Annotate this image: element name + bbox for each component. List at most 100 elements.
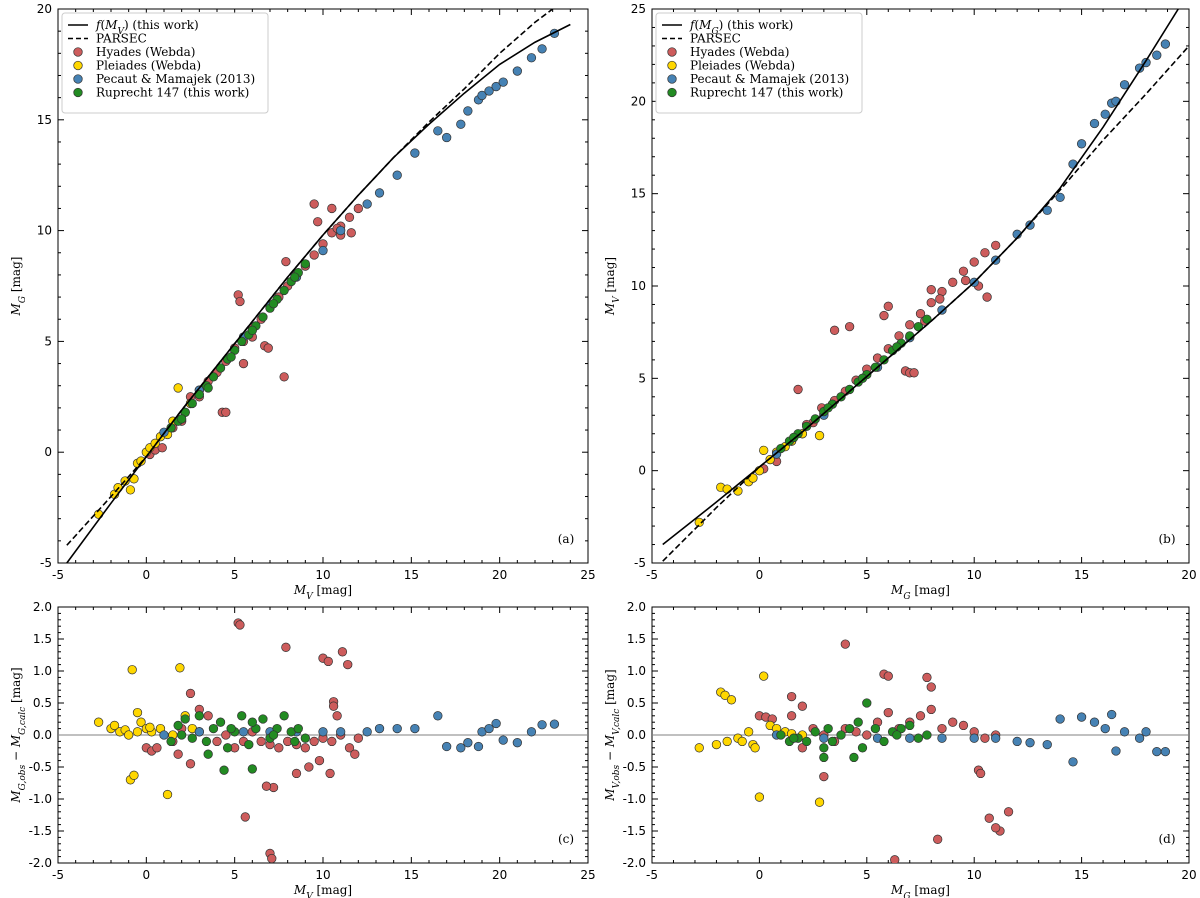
- data-point-ruprecht: [802, 736, 812, 747]
- y-tick-label: -1.0: [623, 792, 646, 806]
- x-tick-label: 5: [231, 868, 239, 882]
- data-point-hyades: [948, 277, 958, 287]
- data-point-pecaut: [238, 727, 249, 737]
- x-axis-label: MG [mag]: [890, 883, 950, 898]
- data-point-pecaut: [498, 735, 508, 745]
- data-point-hyades: [263, 343, 273, 353]
- chart-panel-a: -5 0 5 10 15 20 25 -5 0 5 10 15 20 MV [mag] MG [mag] (a…: [9, 2, 596, 602]
- data-point-pecaut: [491, 718, 501, 729]
- y-tick-label: 2.0: [627, 600, 646, 614]
- data-point-hyades: [238, 358, 249, 369]
- data-point-hyades: [344, 212, 355, 222]
- data-point-hyades: [948, 717, 958, 727]
- data-point-pleiades: [750, 743, 760, 753]
- data-point-pecaut: [318, 727, 328, 737]
- y-tick-label: 0.5: [627, 696, 646, 710]
- data-point-ruprecht: [849, 752, 859, 763]
- data-point-ruprecht: [879, 736, 889, 747]
- data-point-ruprecht: [219, 765, 229, 775]
- data-point-ruprecht: [173, 720, 183, 731]
- data-point-pecaut: [433, 126, 443, 136]
- data-point-ruprecht: [922, 314, 932, 324]
- data-point-pecaut: [410, 148, 420, 158]
- data-point-ruprecht: [853, 717, 863, 727]
- data-point-hyades: [915, 309, 926, 319]
- data-point-pleiades: [132, 707, 143, 718]
- data-point-ruprecht: [789, 733, 799, 743]
- data-point-pecaut: [819, 733, 829, 743]
- data-point-hyades: [969, 257, 979, 267]
- series-pecaut: [159, 711, 560, 753]
- data-point-pecaut: [1025, 738, 1035, 748]
- data-point-pleiades: [175, 663, 185, 673]
- data-point-ruprecht: [802, 421, 812, 431]
- data-point-hyades: [267, 853, 277, 863]
- legend-label-parsec: PARSEC: [690, 32, 741, 46]
- data-point-pecaut: [1134, 733, 1145, 743]
- data-point-ruprecht: [247, 764, 257, 774]
- chart-panel-b: -5 0 5 10 15 20 -5 0 5 10 15 20 25 MG [mag] MV [mag] (b…: [603, 2, 1197, 602]
- data-point-ruprecht: [870, 362, 881, 372]
- data-point-pleiades: [145, 722, 155, 732]
- data-point-hyades: [975, 768, 986, 779]
- data-point-hyades: [786, 691, 797, 702]
- data-point-ruprecht: [857, 373, 868, 383]
- data-point-pleiades: [744, 727, 754, 737]
- data-point-hyades: [235, 296, 245, 307]
- data-point-pecaut: [526, 53, 537, 63]
- y-tick-label: 0: [44, 445, 52, 459]
- panel-label: (a): [558, 532, 575, 546]
- data-point-ruprecht: [836, 730, 846, 740]
- data-point-hyades: [922, 672, 932, 683]
- data-point-hyades: [327, 203, 337, 214]
- data-point-ruprecht: [279, 285, 289, 296]
- x-tick-label: 0: [143, 868, 151, 882]
- data-point-hyades: [235, 620, 245, 630]
- x-tick-label: 15: [404, 868, 419, 882]
- data-point-pleiades: [722, 484, 732, 494]
- data-point-pecaut: [1055, 714, 1065, 724]
- data-point-pecaut: [484, 86, 494, 96]
- data-point-pleiades: [162, 789, 173, 800]
- data-point-ruprecht: [180, 714, 190, 724]
- data-point-hyades: [937, 723, 947, 734]
- data-point-pecaut: [442, 132, 452, 143]
- series-pleiades: [694, 429, 825, 528]
- data-point-pecaut: [537, 720, 547, 730]
- data-point-hyades: [350, 749, 360, 759]
- data-point-pecaut: [498, 77, 508, 87]
- legend-marker-ruprecht: [667, 87, 677, 98]
- legend-label-pleiades: Pleiades (Webda): [96, 59, 201, 73]
- data-point-hyades: [304, 762, 314, 772]
- data-point-pleiades: [711, 739, 722, 750]
- data-point-pecaut: [937, 733, 947, 743]
- data-point-ruprecht: [203, 383, 213, 393]
- data-point-pleiades: [726, 695, 737, 705]
- data-point-pecaut: [512, 66, 522, 76]
- plot-area: [662, 9, 1189, 562]
- data-point-pleiades: [136, 456, 146, 466]
- data-point-hyades: [915, 711, 926, 721]
- x-tick-label: 25: [580, 868, 595, 882]
- x-tick-label: 15: [1074, 868, 1089, 882]
- data-point-hyades: [327, 736, 337, 747]
- data-point-hyades: [261, 781, 272, 791]
- line-parsec: [662, 45, 1189, 562]
- panel-label: (d): [1158, 832, 1175, 846]
- data-point-pecaut: [1160, 39, 1171, 49]
- data-point-pecaut: [374, 188, 385, 198]
- data-point-ruprecht: [222, 743, 233, 753]
- plot-area: [66, 9, 571, 563]
- data-point-ruprecht: [290, 272, 300, 282]
- legend-marker-hyades: [667, 47, 677, 57]
- legend-marker-pecaut: [667, 74, 677, 84]
- data-point-hyades: [980, 248, 990, 258]
- y-axis-label: MG [mag]: [9, 257, 28, 317]
- x-tick-label: -5: [646, 868, 658, 882]
- data-point-hyades: [984, 813, 994, 823]
- data-point-pecaut: [1012, 736, 1022, 747]
- y-tick-label: 0.5: [33, 696, 52, 710]
- data-point-pecaut: [491, 81, 501, 92]
- data-point-ruprecht: [896, 723, 906, 734]
- data-point-pleiades: [759, 445, 769, 456]
